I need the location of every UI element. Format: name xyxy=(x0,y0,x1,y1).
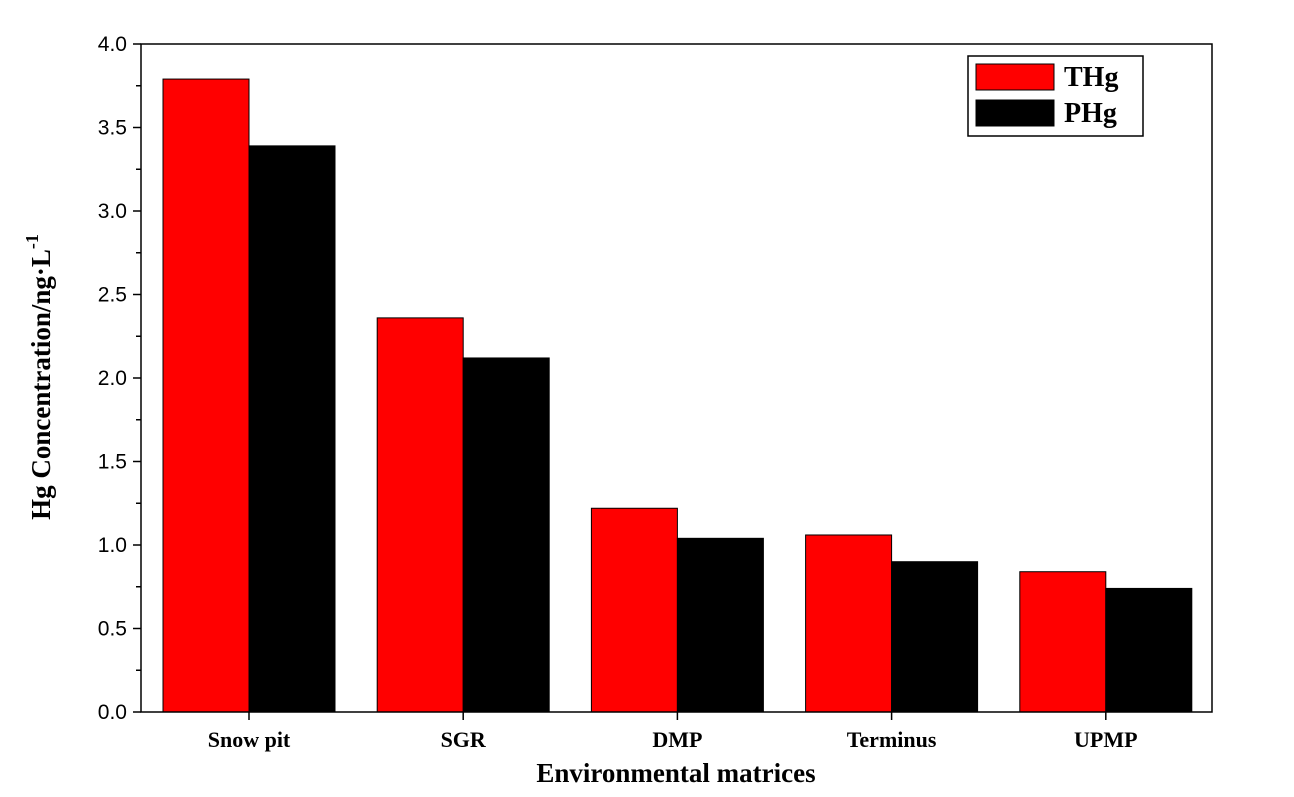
y-tick-label: 1.5 xyxy=(98,451,127,474)
bar-thg-snow-pit xyxy=(162,78,250,713)
y-axis-title-main: Hg Concentration/ng·L xyxy=(26,249,56,520)
bar-phg-dmp xyxy=(676,537,764,713)
bar-thg-sgr xyxy=(376,317,464,713)
legend-swatch-thg xyxy=(975,63,1055,91)
y-tick-label: 2.0 xyxy=(98,367,127,390)
y-tick-label: 3.5 xyxy=(98,117,127,140)
x-tick-label: Terminus xyxy=(847,727,937,752)
x-tick-label: DMP xyxy=(652,727,702,752)
bar-thg-dmp xyxy=(590,507,678,713)
x-axis-title: Environmental matrices xyxy=(536,758,815,788)
y-tick-label: 3.0 xyxy=(98,200,127,223)
y-axis-title-superscript: -1 xyxy=(22,234,42,249)
x-axis-tick-labels: Snow pit SGR DMP Terminus UPMP xyxy=(208,727,1138,752)
x-tick-label: SGR xyxy=(441,727,487,752)
legend: THg PHg xyxy=(967,55,1144,137)
legend-swatch-phg xyxy=(975,99,1055,127)
bar-thg-upmp xyxy=(1019,571,1107,713)
bars-layer xyxy=(162,78,1193,713)
legend-label-thg: THg xyxy=(1064,62,1118,93)
y-axis-title: Hg Concentration/ng·L-1 xyxy=(22,234,56,520)
y-tick-label: 4.0 xyxy=(98,33,127,56)
y-tick-label: 1.0 xyxy=(98,534,127,557)
y-axis-title-group: Hg Concentration/ng·L-1 xyxy=(22,234,56,520)
y-tick-label: 2.5 xyxy=(98,284,127,307)
bar-phg-upmp xyxy=(1105,587,1193,713)
x-tick-label: Snow pit xyxy=(208,727,291,752)
bar-thg-terminus xyxy=(805,534,893,713)
y-tick-label: 0.0 xyxy=(98,701,127,724)
bar-phg-sgr xyxy=(462,357,550,713)
bar-phg-terminus xyxy=(891,561,979,713)
y-axis-ticks: 0.0 0.5 1.0 1.5 2.0 2.5 3.0 3.5 4.0 xyxy=(98,33,141,724)
legend-label-phg: PHg xyxy=(1064,98,1117,129)
y-tick-label: 0.5 xyxy=(98,618,127,641)
x-tick-label: UPMP xyxy=(1074,727,1138,752)
bar-phg-snow-pit xyxy=(248,145,336,713)
